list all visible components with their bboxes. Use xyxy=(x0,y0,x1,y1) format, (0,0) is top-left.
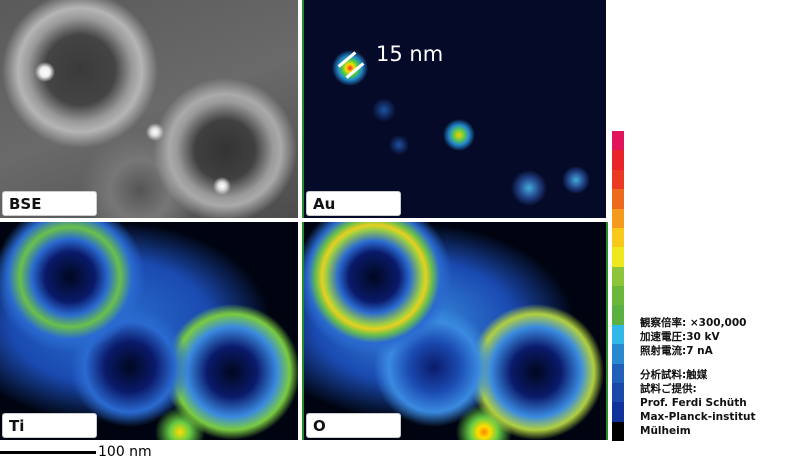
color-scale-step xyxy=(612,227,624,248)
color-scale-step xyxy=(612,286,624,306)
panel-label-au: Au xyxy=(306,191,401,216)
color-scale-step xyxy=(612,131,624,151)
color-scale-step xyxy=(612,344,624,364)
panel-label-ti: Ti xyxy=(2,413,97,438)
color-scale-step xyxy=(612,189,624,209)
caption: 観察倍率: ×300,000 加速電圧:30 kV 照射電流:7 nA 分析試料… xyxy=(640,316,800,438)
caption-voltage: 加速電圧:30 kV xyxy=(640,331,720,343)
color-scale-bar xyxy=(612,131,624,441)
color-scale-step xyxy=(612,169,624,190)
scale-bar-label: 100 nm xyxy=(98,444,152,460)
panel-label-bse: BSE xyxy=(2,191,97,216)
color-scale-step xyxy=(612,402,624,422)
bse-image-panel: BSE xyxy=(0,0,298,218)
color-scale-step xyxy=(612,324,624,345)
size-marker-label: 15 nm xyxy=(376,42,444,66)
color-scale-step xyxy=(612,150,624,170)
color-scale-step xyxy=(612,208,624,228)
caption-person: Prof. Ferdi Schüth xyxy=(640,397,747,409)
ti-map-panel: Ti xyxy=(0,222,298,440)
au-map-panel: 15 nm Au xyxy=(302,0,606,218)
color-scale-step xyxy=(612,266,624,286)
color-scale-step xyxy=(612,421,624,441)
caption-institute: Max-Planck-institut Mülheim xyxy=(640,411,756,437)
scale-bar xyxy=(0,451,96,454)
size-marker xyxy=(334,51,365,82)
caption-provided-by: 試料ご提供: xyxy=(640,383,697,395)
caption-current: 照射電流:7 nA xyxy=(640,345,713,357)
o-map-panel: O xyxy=(302,222,608,440)
caption-magnification: 観察倍率: ×300,000 xyxy=(640,317,747,329)
color-scale-step xyxy=(612,363,624,383)
color-scale-step xyxy=(612,247,624,267)
caption-sample: 分析試料:触媒 xyxy=(640,369,708,381)
panel-label-o: O xyxy=(306,413,401,438)
color-scale-step xyxy=(612,382,624,403)
color-scale-step xyxy=(612,305,624,325)
